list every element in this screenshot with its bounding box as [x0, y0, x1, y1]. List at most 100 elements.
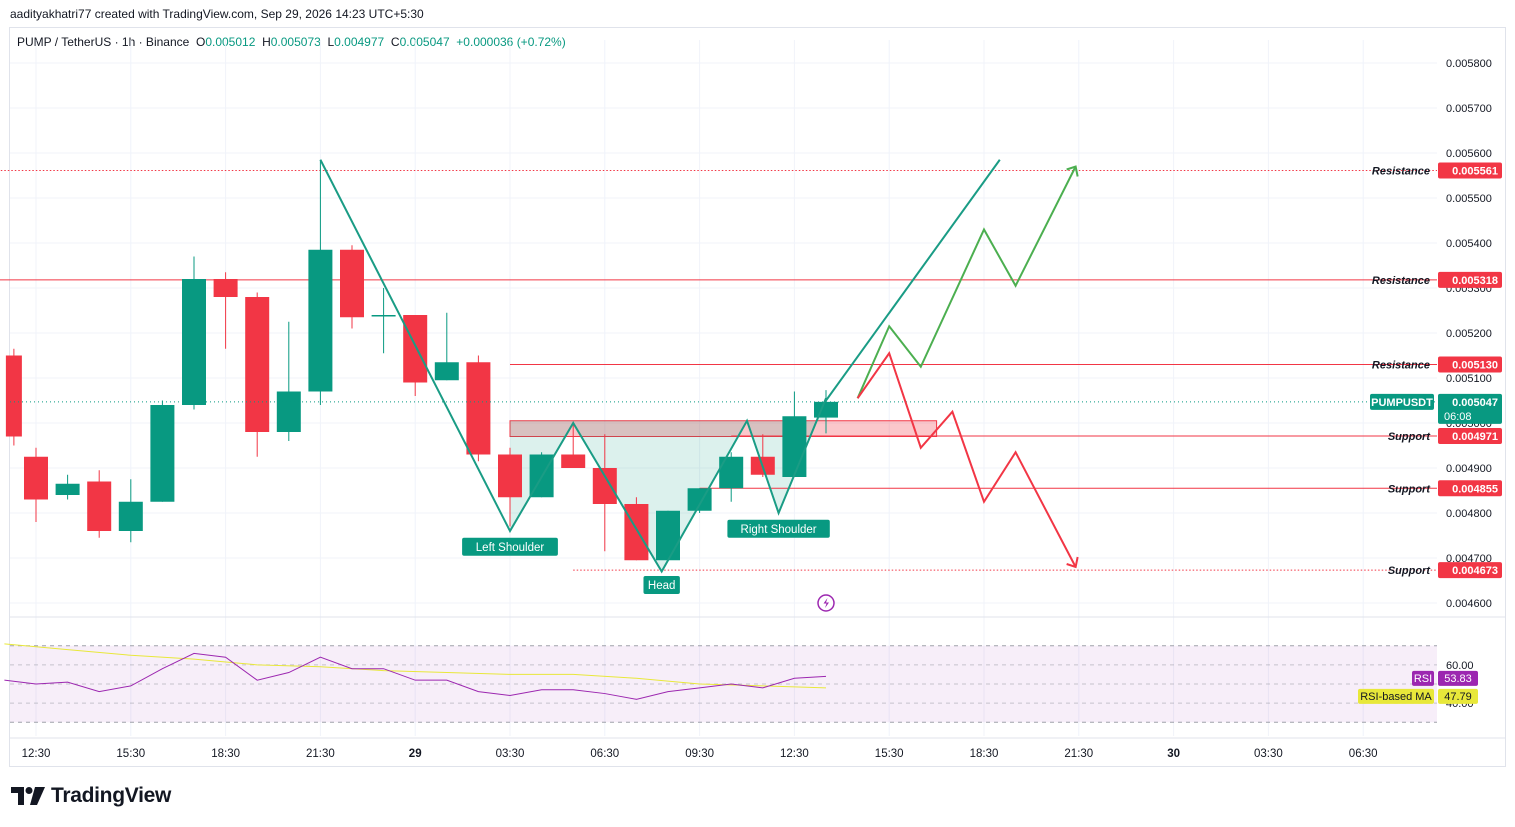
level-price-badge: [1438, 162, 1502, 179]
current-price-text: 0.005047: [1452, 397, 1498, 409]
price-tick-label: 0.004900: [1446, 463, 1492, 475]
time-tick-label: 30: [1167, 748, 1180, 760]
rsi-tick-label: 60.00: [1446, 660, 1474, 672]
time-tick-label: 15:30: [116, 748, 145, 760]
rsi-ma-label-badge: [1358, 688, 1434, 704]
level-price-text: 0.005561: [1452, 166, 1498, 178]
level-price-text: 0.005318: [1452, 275, 1498, 287]
level-price-text: 0.004673: [1452, 565, 1498, 577]
time-tick-label: 06:30: [590, 748, 619, 760]
pattern-label-bg: [462, 537, 558, 556]
pattern-label: Head: [648, 580, 676, 592]
rsi-ma-line: [4, 643, 827, 689]
candle-body: [814, 401, 838, 418]
tradingview-logo-icon: [11, 787, 45, 805]
candle-body: [434, 362, 459, 381]
time-tick-label: 18:30: [970, 748, 999, 760]
price-tick-label: 0.004700: [1446, 553, 1492, 565]
level-price-text: 0.005130: [1452, 360, 1498, 372]
price-tick-label: 0.004600: [1446, 598, 1492, 610]
level-label: Support: [1388, 483, 1431, 495]
high-label: H: [262, 35, 271, 49]
rsi-ma-label: RSI-based MA: [1360, 691, 1432, 703]
low-label: L: [327, 35, 335, 49]
candle-body: [245, 297, 270, 432]
rsi-value-badge: [1438, 670, 1478, 686]
time-tick-label: 29: [409, 748, 422, 760]
candle-body: [182, 279, 206, 405]
rsi-ma-value: 47.79: [1444, 691, 1472, 703]
candle-body: [561, 454, 586, 468]
price-tick-label: 0.005500: [1446, 193, 1492, 205]
level-label: Resistance: [1372, 275, 1430, 287]
candle-body: [371, 315, 396, 317]
level-price-badge: [1438, 428, 1502, 445]
candle-body: [55, 483, 80, 495]
pattern-label: Left Shoulder: [476, 542, 545, 554]
candle-body: [656, 510, 680, 561]
rsi-label: RSI: [1414, 673, 1432, 685]
price-tick-label: 0.005600: [1446, 148, 1492, 160]
symbol-badge: [1370, 393, 1434, 410]
level-price-badge: [1438, 356, 1502, 373]
time-tick-label: 12:30: [780, 748, 809, 760]
symbol-ohlc-line: PUMP / TetherUS · 1h · Binance O0.005012…: [17, 35, 566, 49]
tradingview-logo[interactable]: TradingView: [11, 784, 171, 808]
countdown-text: 06:08: [1444, 411, 1472, 423]
change-value: +0.000036 (+0.72%): [456, 35, 566, 49]
candle-body: [24, 456, 48, 500]
candle-body: [150, 405, 175, 502]
candle-body: [782, 416, 807, 477]
candle-body: [592, 468, 617, 504]
level-price-badge: [1438, 271, 1502, 288]
candle-body: [276, 391, 301, 432]
level-price-badge: [1438, 480, 1502, 497]
symbol-badge-text: PUMPUSDT: [1371, 397, 1433, 409]
candles: [5, 159, 838, 561]
open-label: O: [195, 35, 206, 49]
high-value: 0.005073: [270, 35, 321, 49]
candle-body: [624, 504, 649, 561]
time-tick-label: 21:30: [1064, 748, 1093, 760]
candle-body: [719, 456, 744, 489]
level-price-text: 0.004855: [1452, 483, 1498, 495]
time-tick-label: 18:30: [211, 748, 240, 760]
rsi-line: [4, 652, 827, 700]
symbol-pair[interactable]: PUMP / TetherUS · 1h · Binance: [17, 35, 190, 49]
level-label: Support: [1388, 431, 1431, 443]
close-value: 0.005047: [399, 35, 450, 49]
projection-down-arrowhead: [1066, 556, 1079, 569]
candle-body: [118, 501, 143, 531]
projection-down-red: [856, 351, 1077, 568]
time-tick-label: 21:30: [306, 748, 335, 760]
price-tick-label: 0.004800: [1446, 508, 1492, 520]
level-label: Resistance: [1372, 166, 1430, 178]
pattern-label-bg: [643, 576, 680, 594]
lightning-bolt-icon: [823, 598, 829, 608]
time-tick-label: 06:30: [1349, 748, 1378, 760]
brand-name: TradingView: [51, 784, 172, 807]
time-tick-label: 03:30: [496, 748, 525, 760]
author-line: aadityakhatri77 created with TradingView…: [10, 7, 424, 21]
rsi-ma-value-badge: [1438, 688, 1478, 704]
candle-body: [308, 249, 333, 392]
current-price-badge: [1438, 393, 1502, 424]
rsi-value: 53.83: [1444, 673, 1472, 685]
candle-body: [340, 249, 364, 318]
time-tick-label: 15:30: [875, 748, 904, 760]
level-price-text: 0.004971: [1452, 431, 1498, 443]
pattern-fill: [510, 398, 826, 572]
projection-up-teal: [825, 159, 1001, 402]
time-tick-label: 12:30: [22, 748, 51, 760]
close-label: C: [390, 35, 400, 49]
candle-body: [87, 481, 112, 531]
price-tick-label: 0.005700: [1446, 103, 1492, 115]
candle-body: [5, 355, 22, 437]
pattern-zigzag: [319, 159, 827, 574]
candle-body: [498, 454, 522, 498]
price-tick-label: 0.005200: [1446, 328, 1492, 340]
level-label: Support: [1388, 565, 1431, 577]
low-value: 0.004977: [334, 35, 385, 49]
level-label: Resistance: [1372, 360, 1430, 372]
